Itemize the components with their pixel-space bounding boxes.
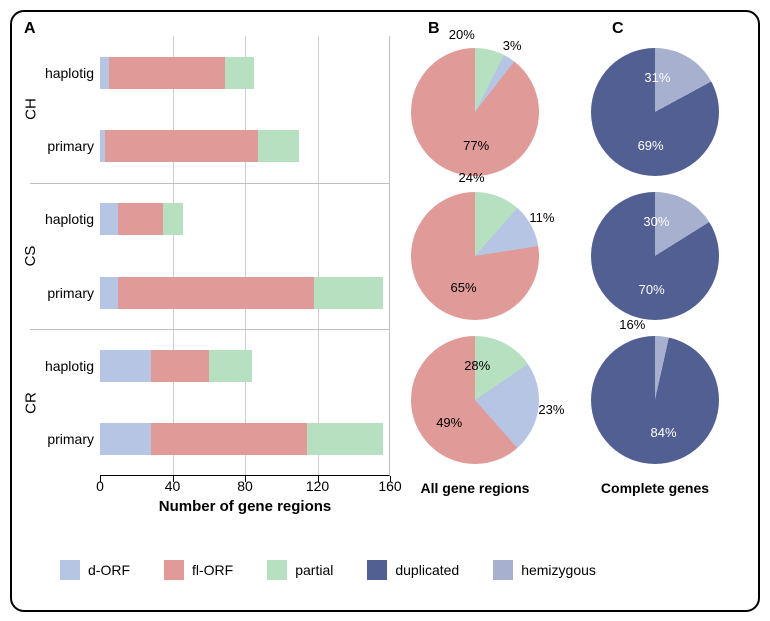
group-label: CS	[22, 246, 39, 267]
bar-segment-fl_orf	[118, 203, 163, 235]
pie-chart	[411, 336, 539, 464]
xtick-label: 160	[378, 478, 401, 494]
bar-segment-fl_orf	[109, 57, 225, 89]
pie-slice-label: 16%	[619, 317, 645, 332]
bar-ylabel: haplotig	[30, 211, 94, 227]
bar-segment-fl_orf	[151, 423, 307, 455]
pie-chart	[591, 48, 719, 176]
legend-label: partial	[295, 562, 333, 578]
pie-slice-label: 70%	[639, 282, 665, 297]
bar-segment-d_orf	[100, 57, 109, 89]
bar-segment-fl_orf	[105, 130, 257, 162]
xtick-label: 120	[306, 478, 329, 494]
bar-segment-partial	[163, 203, 183, 235]
stacked-bar	[100, 350, 252, 382]
pie-C-CR: 16%84%	[580, 336, 730, 464]
bar-segment-partial	[209, 350, 253, 382]
xtick-label: 40	[165, 478, 181, 494]
pie-C-CS: 30% 70%	[580, 192, 730, 320]
bar-segment-d_orf	[100, 203, 118, 235]
pie-chart	[591, 336, 719, 464]
pie-slice-label: 24%	[459, 170, 485, 185]
bar-ylabel: primary	[30, 285, 94, 301]
xtick-label: 0	[96, 478, 104, 494]
bar-ylabel: primary	[30, 431, 94, 447]
bar-segment-partial	[225, 57, 254, 89]
pie-chart	[411, 192, 539, 320]
legend-label: duplicated	[395, 562, 459, 578]
pie-slice-label: 30%	[643, 214, 669, 229]
bar-ylabel: haplotig	[30, 358, 94, 374]
legend-item-duplicated: duplicated	[367, 560, 459, 580]
bar-segment-d_orf	[100, 423, 151, 455]
legend-item-fl_orf: fl-ORF	[164, 560, 233, 580]
legend-swatch	[164, 560, 184, 580]
pie-slice-label: 84%	[650, 425, 676, 440]
pie-chart	[411, 48, 539, 176]
legend-label: d-ORF	[88, 562, 130, 578]
bar-segment-partial	[307, 423, 383, 455]
panel-c-title: Complete genes	[580, 480, 730, 496]
legend-item-hemizygous: hemizygous	[493, 560, 596, 580]
pie-slice-label: 65%	[450, 280, 476, 295]
panel-a-bar-chart: Number of gene regions 04080120160CHhapl…	[30, 30, 390, 520]
stacked-bar	[100, 130, 299, 162]
bar-segment-partial	[314, 277, 383, 309]
pie-slice-label: 11%	[529, 210, 554, 225]
bar-segment-fl_orf	[118, 277, 314, 309]
legend-swatch	[367, 560, 387, 580]
bar-segment-d_orf	[100, 350, 151, 382]
bar-ylabel: primary	[30, 138, 94, 154]
panel-a-plot-area	[100, 36, 390, 476]
panel-b-title: All gene regions	[400, 480, 550, 496]
stacked-bar	[100, 277, 383, 309]
pie-B-CS: 24%11%65%	[400, 192, 550, 320]
x-axis-label: Number of gene regions	[100, 498, 390, 515]
bar-segment-d_orf	[100, 277, 118, 309]
legend: d-ORF fl-ORF partial duplicated hemizygous	[30, 546, 750, 594]
legend-item-partial: partial	[267, 560, 333, 580]
pie-B-CR: 28%23%49%	[400, 336, 550, 464]
bar-ylabel: haplotig	[30, 65, 94, 81]
legend-label: fl-ORF	[192, 562, 233, 578]
pie-chart	[591, 192, 719, 320]
pie-slice-label: 28%	[464, 358, 490, 373]
pie-slice-label: 31%	[644, 70, 670, 85]
legend-item-d_orf: d-ORF	[60, 560, 130, 580]
pie-panels: All gene regions Complete genes 20%3%77%…	[400, 30, 750, 520]
pie-B-CH: 20%3%77%	[400, 48, 550, 176]
pie-slice-label: 3%	[503, 38, 522, 53]
stacked-bar	[100, 57, 254, 89]
bar-segment-fl_orf	[151, 350, 209, 382]
pie-slice-label: 49%	[436, 415, 462, 430]
group-label: CR	[22, 392, 39, 414]
bar-segment-partial	[258, 130, 300, 162]
legend-label: hemizygous	[521, 562, 596, 578]
pie-slice-label: 77%	[463, 138, 489, 153]
pie-slice-label: 20%	[449, 27, 475, 42]
xtick-label: 80	[237, 478, 253, 494]
pie-C-CH: 31% 69%	[580, 48, 730, 176]
legend-swatch	[60, 560, 80, 580]
pie-slice-label: 23%	[538, 402, 564, 417]
stacked-bar	[100, 203, 183, 235]
stacked-bar	[100, 423, 383, 455]
legend-swatch	[493, 560, 513, 580]
pie-slice-label: 69%	[638, 138, 664, 153]
group-label: CH	[22, 98, 39, 120]
legend-swatch	[267, 560, 287, 580]
